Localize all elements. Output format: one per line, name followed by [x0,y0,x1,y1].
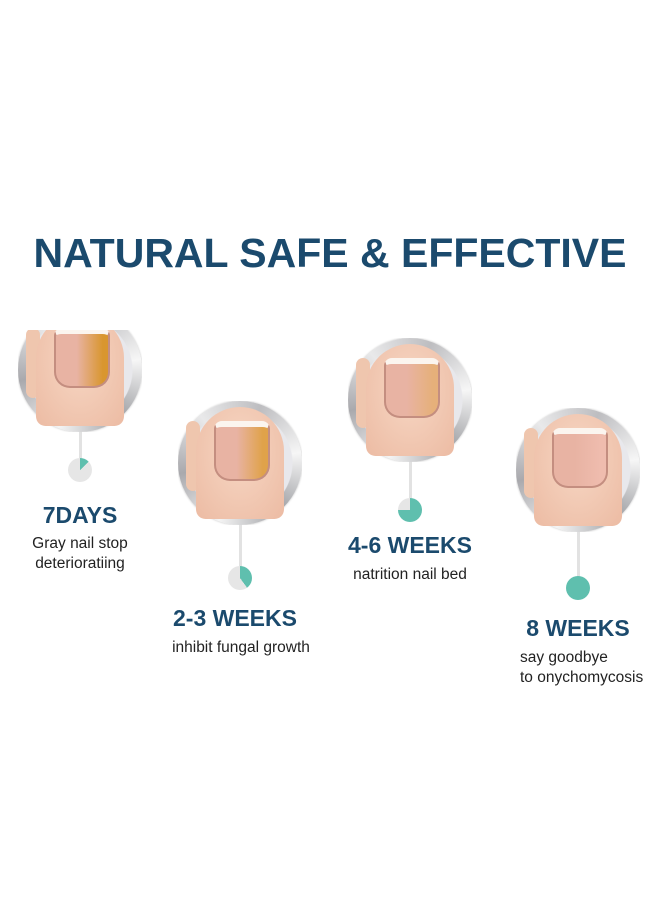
stage-description: deterioratiing [35,555,125,572]
magnifier-lens [178,401,302,525]
toe-image [36,330,124,426]
timeline-stem [577,530,580,588]
magnifier-lens [18,330,142,432]
toe-image [196,407,284,519]
toenail [54,330,110,388]
toe-image [366,344,454,456]
toenail [384,358,440,418]
stage-heading: 8 WEEKS [526,615,630,641]
nail-stage-image [178,401,302,525]
toenail [552,428,608,488]
stage-description: Gray nail stop [32,535,128,552]
progress-pie-icon [68,458,92,482]
progress-pie-icon [398,498,422,522]
stage-description: say goodbye [520,649,608,666]
toe-image [534,414,622,526]
timeline-stem [409,460,412,510]
nail-stage-image [18,330,142,432]
magnifier-lens [516,408,640,532]
stage-description: natrition nail bed [353,566,467,583]
magnifier-lens [348,338,472,462]
stage-heading: 4-6 WEEKS [348,532,472,558]
nail-stage-image [516,408,640,532]
toenail [214,421,270,481]
timeline-stem [239,523,242,578]
nail-stage-image [348,338,472,462]
progress-pie-icon [566,576,590,600]
timeline-stem [79,430,82,470]
stage-description: to onychomycosis [520,669,644,686]
stage-heading: 2-3 WEEKS [173,605,297,631]
stage-heading: 7DAYS [42,502,118,528]
page-title: NATURAL SAFE & EFFECTIVE [33,230,627,276]
stage-description: inhibit fungal growth [172,639,310,656]
progress-pie-icon [228,566,252,590]
